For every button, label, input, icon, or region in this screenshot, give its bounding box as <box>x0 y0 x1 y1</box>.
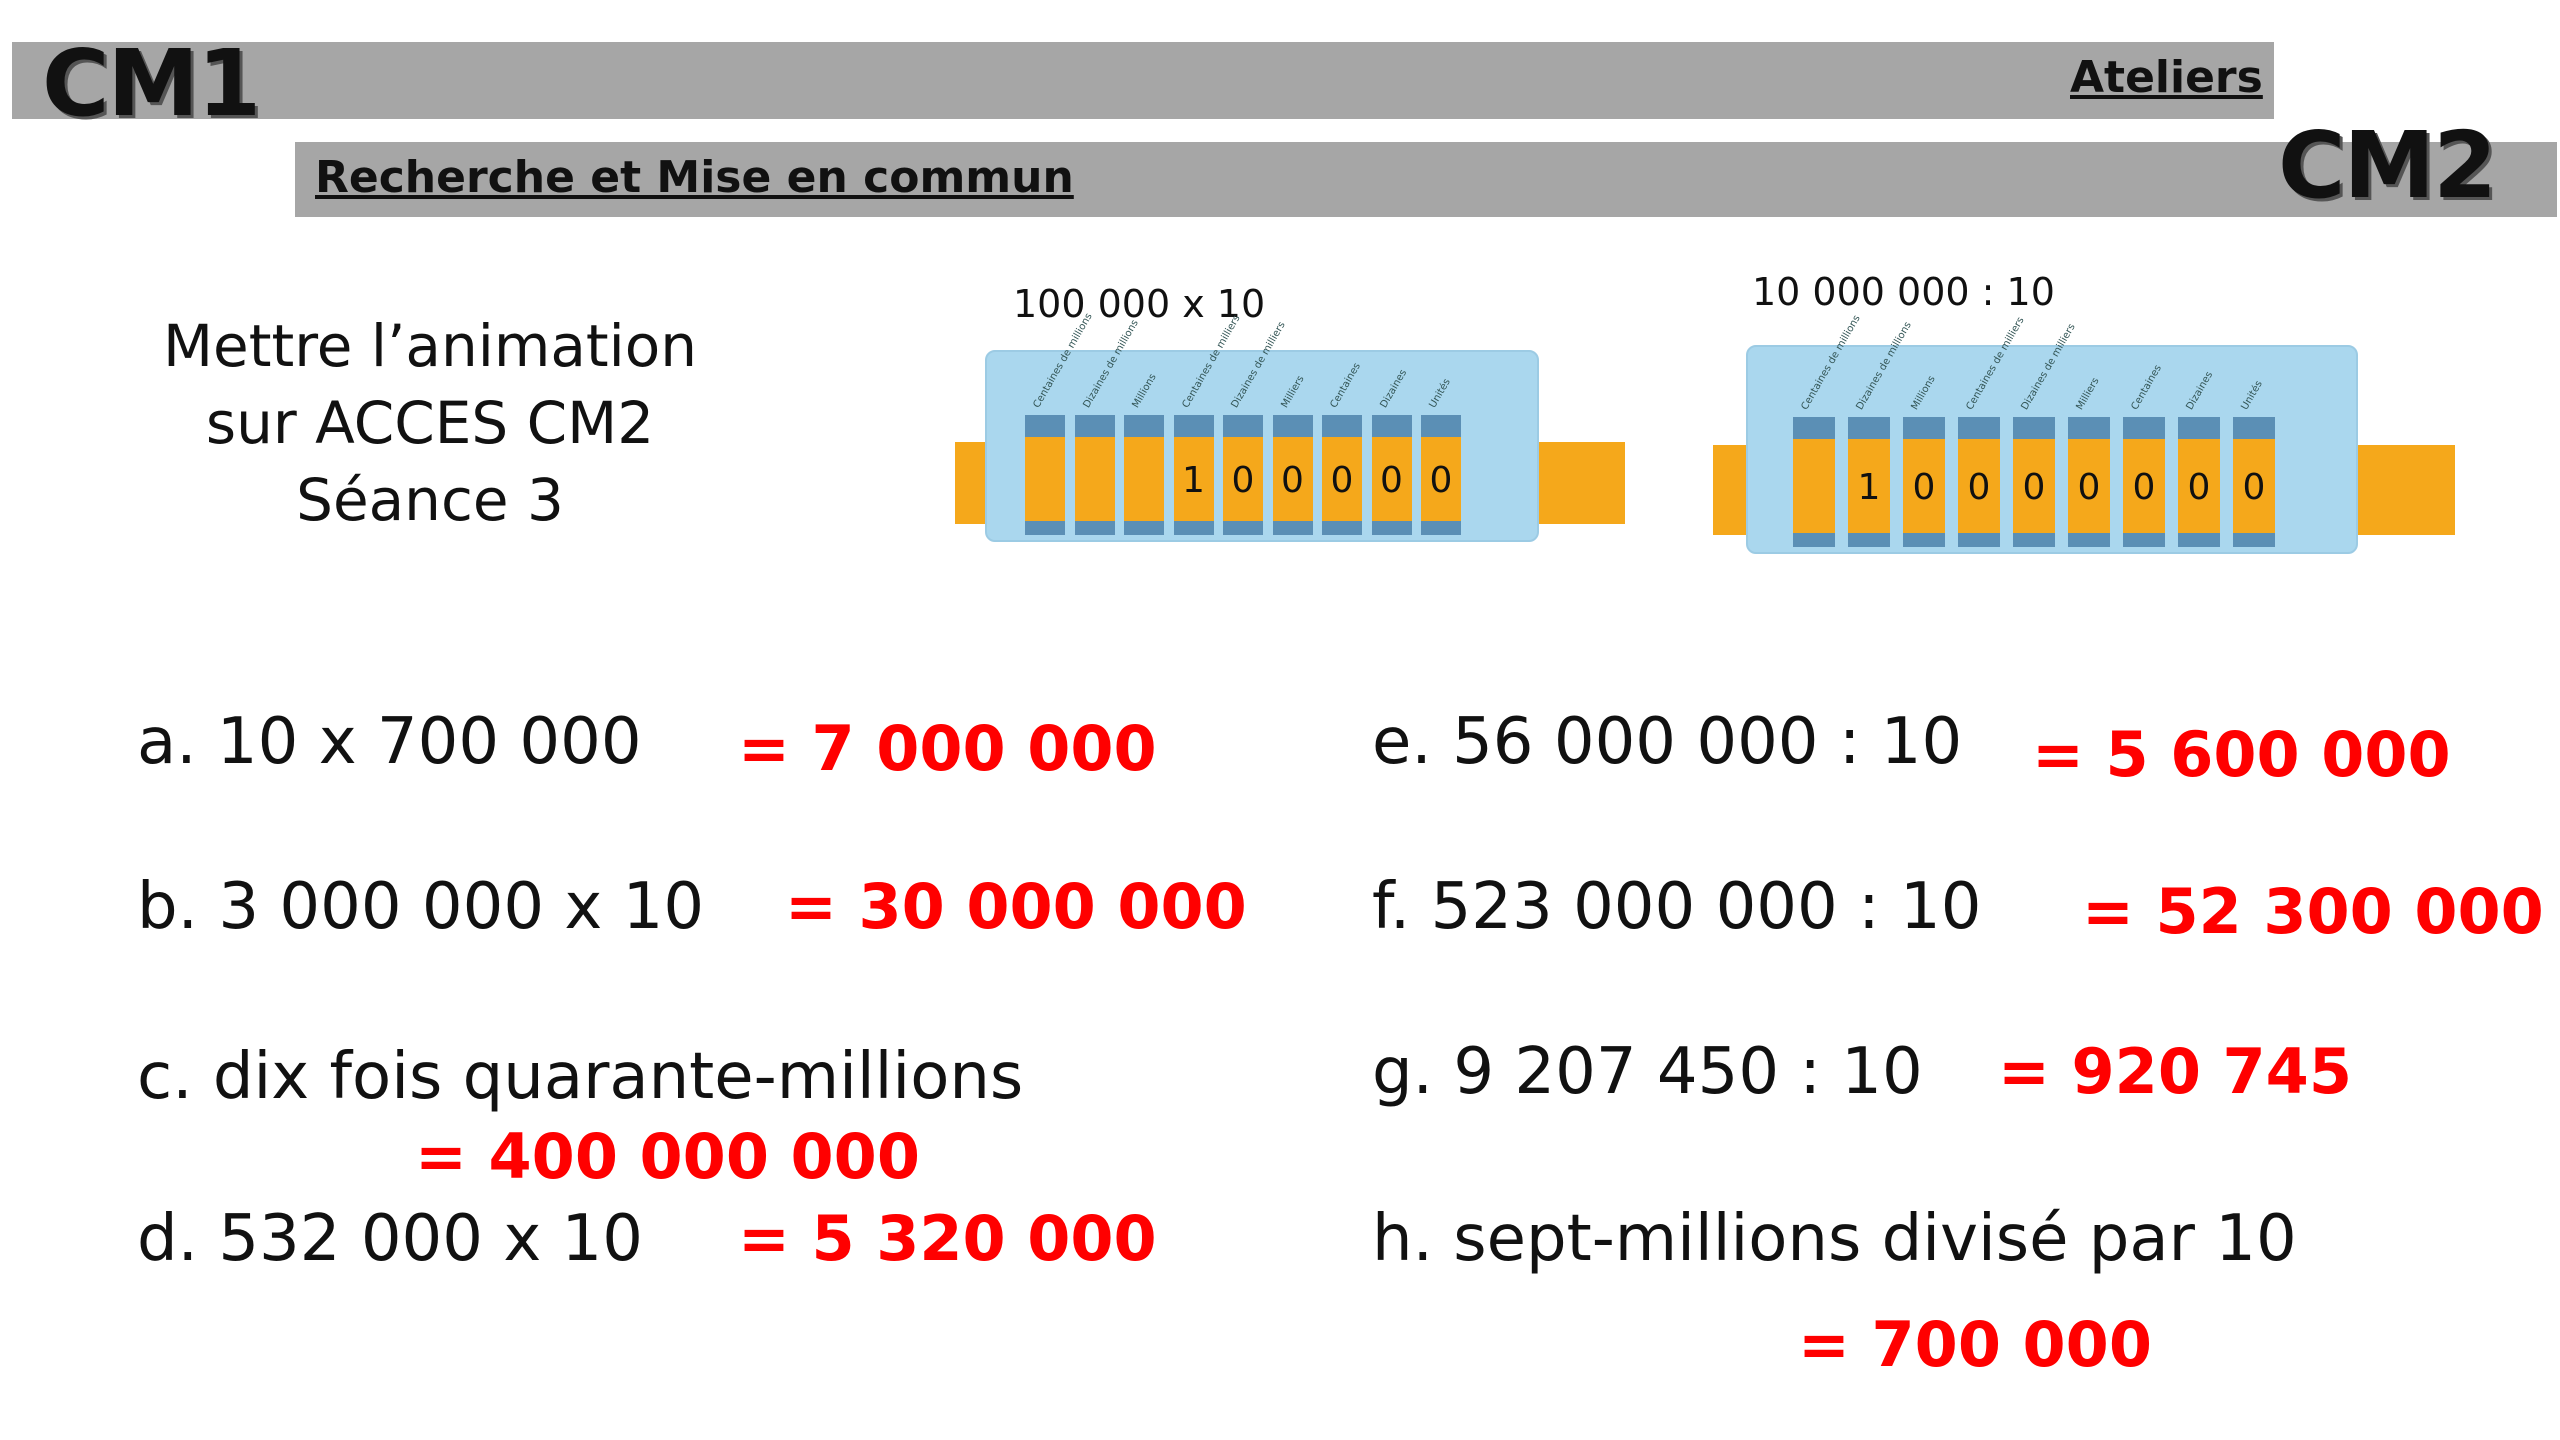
instruction-text: Mettre l’animation sur ACCES CM2 Séance … <box>110 308 750 539</box>
digit-column: 1 <box>1848 417 1890 547</box>
left-instrument-label: 100 000 x 10 <box>1013 282 1266 326</box>
column-cap <box>1958 417 2000 439</box>
column-foot <box>1958 533 2000 547</box>
exercise-g-question: g. 9 207 450 : 10 <box>1372 1035 1923 1109</box>
instruction-line-2: sur ACCES CM2 <box>205 389 655 457</box>
column-foot <box>1371 521 1412 535</box>
header-bar-top <box>12 42 2274 119</box>
exercise-a-question: a. 10 x 700 000 <box>137 705 642 779</box>
digit-column: 0 <box>1223 415 1263 535</box>
column-cap <box>2123 417 2165 439</box>
exercise-f-answer: = 52 300 000 <box>2082 875 2544 948</box>
exercise-a-answer: = 7 000 000 <box>738 712 1157 785</box>
digit-column: 0 <box>1371 415 1412 535</box>
digit-column <box>1793 417 1835 547</box>
cm2-label: CM2 <box>2278 112 2497 219</box>
exercise-b-question: b. 3 000 000 x 10 <box>137 870 705 944</box>
digit: 0 <box>1231 460 1255 501</box>
exercise-f-question: f. 523 000 000 : 10 <box>1372 870 1982 944</box>
digit: 0 <box>1429 460 1453 501</box>
digit-column <box>1025 415 1065 535</box>
column-foot <box>1124 521 1164 535</box>
digit: 0 <box>1281 460 1304 501</box>
header-bar-bottom <box>295 142 2557 217</box>
digit: 1 <box>1857 467 1881 508</box>
exercise-c-answer: = 400 000 000 <box>415 1120 920 1193</box>
column-cap <box>1903 417 1945 439</box>
column-foot <box>1074 521 1115 535</box>
subtitle: Recherche et Mise en commun <box>315 152 1074 203</box>
column-cap <box>1124 415 1164 437</box>
digit-column: 0 <box>1958 417 2000 547</box>
column-foot <box>1848 533 1890 547</box>
digit-column: 1 <box>1173 415 1214 535</box>
column-foot <box>1793 533 1835 547</box>
digit-column: 0 <box>2233 417 2275 547</box>
ateliers-link[interactable]: Ateliers <box>2070 52 2263 103</box>
column-cap <box>1025 415 1065 437</box>
column-cap <box>1371 415 1412 437</box>
column-cap <box>1223 415 1263 437</box>
exercise-e-question: e. 56 000 000 : 10 <box>1372 705 1963 779</box>
digit-column: 0 <box>1322 415 1362 535</box>
column-foot <box>1421 521 1461 535</box>
exercise-h-answer: = 700 000 <box>1798 1308 2152 1381</box>
digit: 0 <box>2132 467 2156 508</box>
column-cap <box>1074 415 1115 437</box>
digit-column: 0 <box>2123 417 2165 547</box>
instruction-line-3: Séance 3 <box>296 466 564 534</box>
digit-column: 0 <box>1903 417 1945 547</box>
digit-column: 0 <box>2013 417 2055 547</box>
column-foot <box>2178 533 2220 547</box>
column-cap <box>1272 415 1313 437</box>
column-foot <box>1025 521 1065 535</box>
digit: 0 <box>2242 467 2266 508</box>
column-foot <box>1272 521 1313 535</box>
digit-column: 0 <box>2068 417 2110 547</box>
right-instrument-label: 10 000 000 : 10 <box>1752 270 2055 314</box>
column-foot <box>2068 533 2110 547</box>
instruction-line-1: Mettre l’animation <box>162 312 697 380</box>
digit: 0 <box>1967 467 1991 508</box>
column-foot <box>2123 533 2165 547</box>
column-foot <box>1223 521 1263 535</box>
column-foot <box>1322 521 1362 535</box>
digit-column <box>1074 415 1115 535</box>
exercise-d-answer: = 5 320 000 <box>738 1202 1157 1275</box>
column-cap <box>1848 417 1890 439</box>
column-cap <box>1421 415 1461 437</box>
digit: 0 <box>1330 460 1354 501</box>
digit: 0 <box>1380 460 1403 501</box>
column-cap <box>2233 417 2275 439</box>
digit: 1 <box>1182 460 1205 501</box>
exercise-c-question: c. dix fois quarante-millions <box>137 1040 1024 1114</box>
column-foot <box>2013 533 2055 547</box>
digit: 0 <box>2077 467 2101 508</box>
column-cap <box>1793 417 1835 439</box>
exercise-e-answer: = 5 600 000 <box>2032 718 2451 791</box>
column-cap <box>2068 417 2110 439</box>
cm1-label: CM1 <box>42 30 261 137</box>
column-foot <box>1173 521 1214 535</box>
exercise-h-question: h. sept-millions divisé par 10 <box>1372 1202 2297 1276</box>
digit: 0 <box>2187 467 2211 508</box>
column-cap <box>1322 415 1362 437</box>
column-cap <box>2013 417 2055 439</box>
digit-column <box>1124 415 1164 535</box>
exercise-g-answer: = 920 745 <box>1998 1035 2352 1108</box>
column-cap <box>2178 417 2220 439</box>
digit-column: 0 <box>1272 415 1313 535</box>
column-cap <box>1173 415 1214 437</box>
digit: 0 <box>1912 467 1936 508</box>
column-foot <box>1903 533 1945 547</box>
digit: 0 <box>2022 467 2046 508</box>
exercise-d-question: d. 532 000 x 10 <box>137 1202 643 1276</box>
column-foot <box>2233 533 2275 547</box>
exercise-b-answer: = 30 000 000 <box>785 870 1247 943</box>
digit-column: 0 <box>1421 415 1461 535</box>
digit-column: 0 <box>2178 417 2220 547</box>
